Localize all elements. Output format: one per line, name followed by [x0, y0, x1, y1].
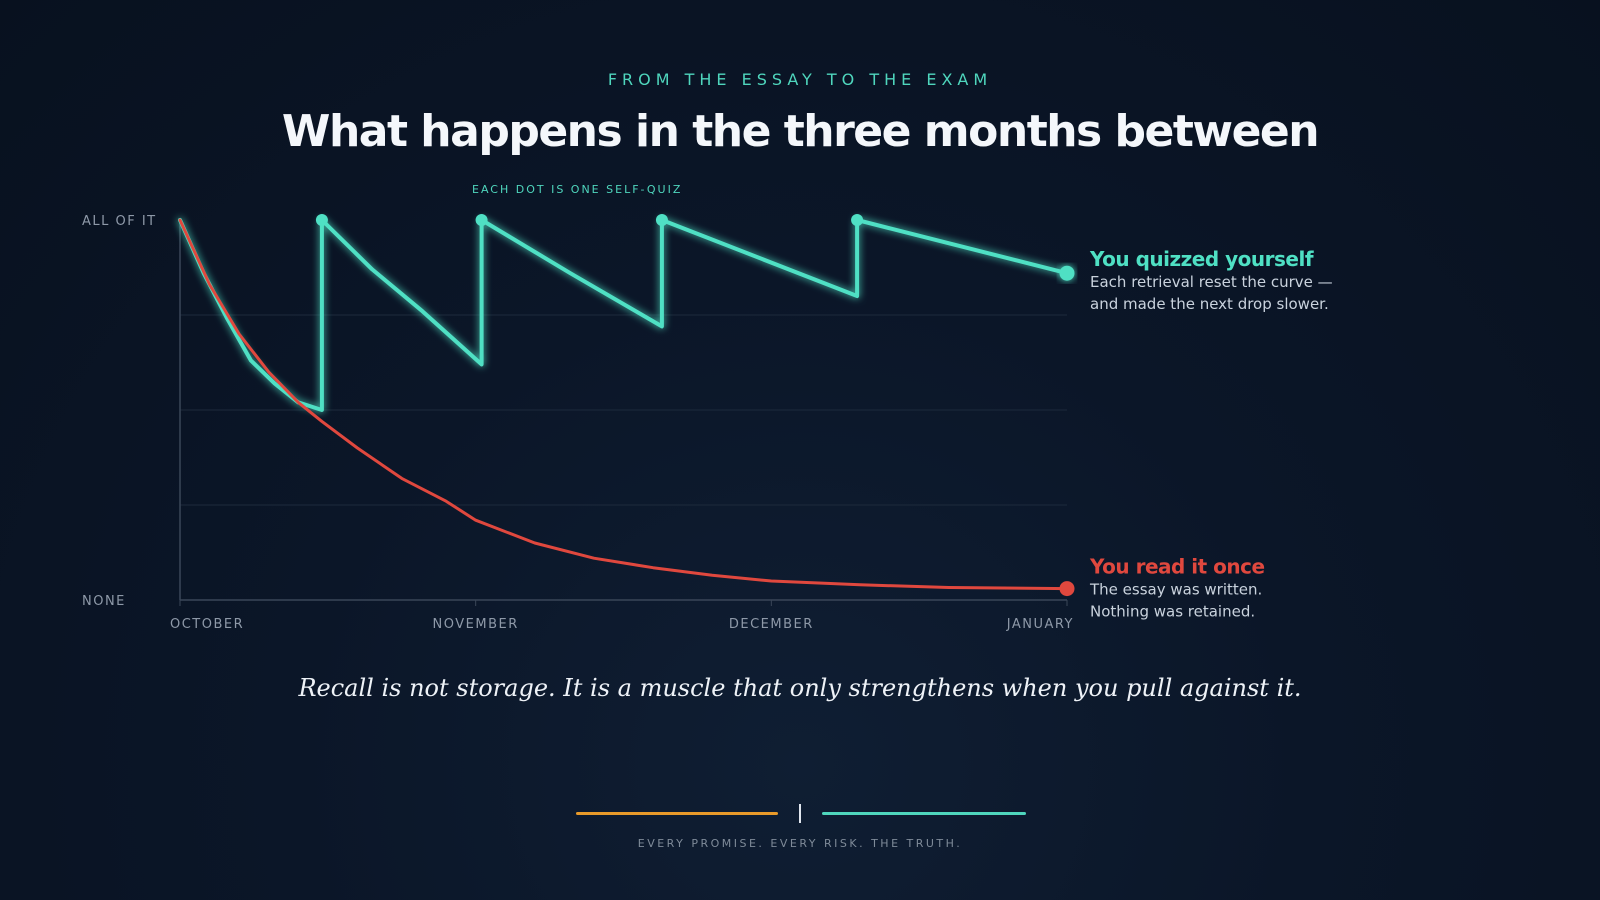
footer-tagline: EVERY PROMISE. EVERY RISK. THE TRUTH.	[637, 837, 963, 850]
series-end-dot	[1059, 581, 1075, 597]
retention-chart: ALL OF IT NONE OCTOBER NOVEMBER DECEMBER JANU…	[82, 183, 1333, 632]
footer-bar-right	[822, 812, 1026, 815]
series-line-read-once	[178, 218, 1069, 591]
x-tick-label: JANUARY	[1006, 617, 1074, 632]
x-tick-label: DECEMBER	[729, 617, 814, 632]
x-tick-label: OCTOBER	[170, 617, 244, 632]
quiz-dot	[475, 214, 488, 226]
legend-description-line: Nothing was retained.	[1090, 603, 1255, 621]
footer-bar-left	[576, 812, 778, 815]
footer-divider-tick	[799, 804, 801, 823]
legend-description-line: Each retrieval reset the curve —	[1090, 273, 1333, 291]
eyebrow-label: FROM THE ESSAY TO THE EXAM	[607, 70, 993, 89]
quiz-dot	[851, 214, 864, 226]
y-tick-label: NONE	[82, 594, 126, 609]
quiz-dot	[315, 214, 328, 226]
series-line-quizzed	[178, 218, 1069, 412]
y-tick-label: ALL OF IT	[82, 214, 157, 229]
legend-series-name: You quizzed yourself	[1089, 247, 1314, 271]
legend-description-line: and made the next drop slower.	[1090, 295, 1329, 313]
series-end-dot	[1059, 265, 1075, 281]
closing-quote: Recall is not storage. It is a muscle th…	[298, 674, 1302, 702]
page-title: What happens in the three months between	[281, 106, 1320, 157]
x-tick-label: NOVEMBER	[433, 617, 519, 632]
legend-description-line: The essay was written.	[1089, 581, 1262, 599]
quiz-dot	[655, 214, 668, 226]
legend-series-name: You read it once	[1089, 555, 1265, 579]
quiz-annotation: EACH DOT IS ONE SELF-QUIZ	[472, 183, 682, 196]
